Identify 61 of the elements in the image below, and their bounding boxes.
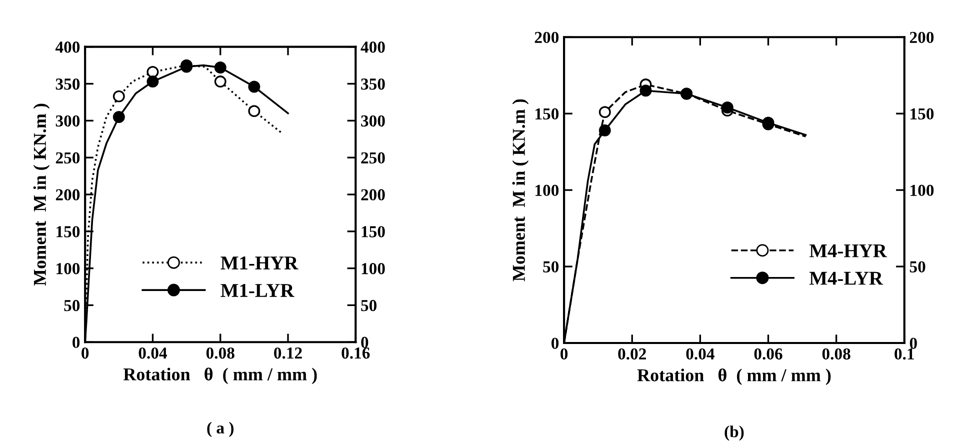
y2-tick-label: 100 — [362, 262, 385, 274]
x-tick-label: 0.1 — [894, 348, 914, 360]
x-tick-label: 0.06 — [754, 348, 782, 360]
y2-tick-label: 150 — [910, 108, 934, 120]
y-axis-title: Moment M in ( KN.m ) — [512, 99, 529, 282]
y-tick-label: 300 — [56, 115, 80, 127]
y2-tick-label: 250 — [361, 152, 385, 164]
y-tick-label: 200 — [534, 32, 559, 44]
y-tick-label: 400 — [55, 42, 80, 53]
x-axis-title: Rotation θ ( mm / mm ) — [637, 368, 831, 385]
legend-label: M4-LYR — [809, 272, 884, 285]
x-tick-label: 0 — [560, 348, 568, 360]
point — [112, 90, 125, 102]
y2-tick-label: 300 — [361, 115, 385, 127]
y2-tick-label: 350 — [361, 78, 385, 90]
point — [721, 101, 734, 114]
y2-tick-label: 150 — [362, 226, 385, 238]
y-tick-label: 150 — [536, 108, 559, 120]
x-tick-label: 0.12 — [274, 347, 302, 359]
y-tick-label: 100 — [56, 262, 80, 274]
x-axis-title: Rotation θ ( mm / mm ) — [123, 368, 317, 384]
legend-label: M1-LYR — [220, 284, 294, 297]
y-tick-label: 100 — [536, 184, 559, 196]
y2-tick-label: 0 — [910, 338, 917, 349]
y2-tick-label: 200 — [910, 32, 934, 44]
x-tick-label: 0.02 — [618, 348, 646, 360]
y-tick-label: 350 — [56, 78, 80, 90]
point — [598, 106, 611, 118]
legend-label: M1-HYR — [220, 256, 298, 270]
y2-tick-label: 0 — [361, 336, 368, 348]
y2-tick-label: 200 — [361, 189, 385, 200]
x-tick-label: 0.04 — [686, 348, 714, 360]
point — [112, 110, 125, 123]
x-tick-label: 0.16 — [342, 347, 370, 359]
y-tick-label: 0 — [72, 336, 80, 348]
y-tick-label: 0 — [551, 338, 559, 349]
y2-tick-label: 400 — [360, 42, 385, 53]
point — [640, 84, 652, 97]
point — [214, 76, 226, 88]
y2-tick-label: 50 — [910, 261, 926, 272]
x-tick-label: 0 — [82, 347, 89, 359]
y-axis-title: Moment M in ( KN.m ) — [33, 104, 50, 286]
y-tick-label: 250 — [56, 152, 80, 164]
text: (b) — [724, 426, 744, 441]
point — [146, 66, 159, 78]
y2-tick-label: 100 — [910, 184, 934, 196]
point — [248, 80, 260, 93]
y-tick-label: 50 — [64, 300, 80, 312]
x-tick-label: 0.08 — [206, 347, 234, 359]
y-tick-label: 200 — [56, 189, 80, 200]
point — [214, 62, 226, 74]
point — [248, 105, 260, 118]
legend-label: M4-HYR — [809, 244, 888, 258]
x-tick-label: 0.08 — [822, 348, 850, 360]
point — [146, 76, 159, 88]
point — [598, 124, 611, 136]
y2-tick-label: 50 — [361, 300, 377, 312]
x-tick-label: 0.04 — [138, 347, 167, 359]
text: ( a ) — [207, 422, 234, 437]
y-tick-label: 50 — [543, 261, 559, 272]
y-tick-label: 150 — [56, 226, 80, 238]
